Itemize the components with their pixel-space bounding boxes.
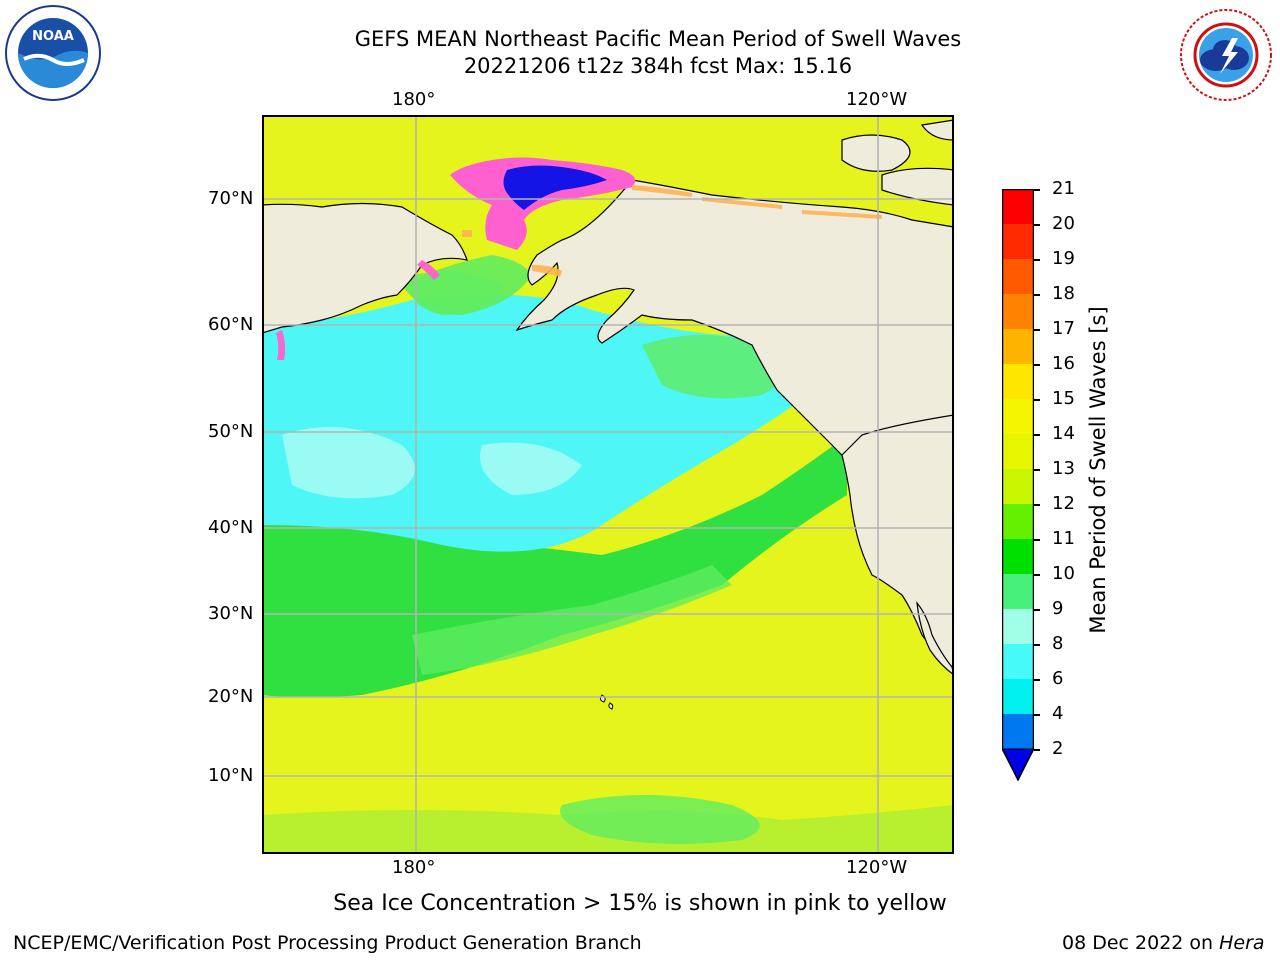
- colorbar: [1001, 188, 1035, 782]
- colorbar-tick-mark: [1034, 539, 1040, 541]
- map-frame: [262, 115, 954, 854]
- bottom-tick-120w: 120°W: [846, 857, 908, 878]
- colorbar-tick-label: 4: [1052, 703, 1064, 724]
- colorbar-segment: [1002, 574, 1034, 609]
- sea-ice-edge-east: [632, 185, 882, 219]
- colorbar-tick-label: 18: [1052, 283, 1075, 304]
- top-tick-120w: 120°W: [846, 89, 908, 110]
- noaa-logo: NOAA: [4, 4, 102, 102]
- footer-right: 08 Dec 2022 on Hera: [1062, 932, 1265, 954]
- ocean-green-belt: [262, 435, 847, 698]
- land-canada-islands: [841, 119, 954, 206]
- colorbar-svg: [1001, 188, 1035, 782]
- map-svg: [262, 115, 954, 854]
- colorbar-tick-mark: [1034, 364, 1040, 366]
- graticule: [262, 115, 954, 854]
- colorbar-tick-mark: [1034, 224, 1040, 226]
- colorbar-tick-mark: [1034, 574, 1040, 576]
- lat-tick-20n: 20°N: [208, 686, 254, 707]
- colorbar-tick-label: 21: [1052, 178, 1075, 199]
- colorbar-tick-label: 2: [1052, 738, 1064, 759]
- colorbar-segment: [1002, 399, 1034, 434]
- colorbar-tick-label: 8: [1052, 633, 1064, 654]
- lat-tick-70n: 70°N: [208, 188, 254, 209]
- lat-tick-60n: 60°N: [208, 314, 254, 335]
- colorbar-under-triangle: [1001, 748, 1035, 782]
- top-tick-180: 180°: [392, 89, 436, 110]
- colorbar-title: Mean Period of Swell Waves [s]: [1086, 306, 1110, 634]
- colorbar-tick-mark: [1034, 469, 1040, 471]
- colorbar-tick-label: 10: [1052, 563, 1075, 584]
- colorbar-tick-mark: [1034, 189, 1040, 191]
- colorbar-tick-label: 11: [1052, 528, 1075, 549]
- sea-ice-note: Sea Ice Concentration > 15% is shown in …: [333, 891, 947, 916]
- colorbar-tick-label: 9: [1052, 598, 1064, 619]
- colorbar-segment: [1002, 224, 1034, 259]
- footer-host: Hera: [1219, 932, 1265, 954]
- chart-title: GEFS MEAN Northeast Pacific Mean Period …: [354, 27, 962, 51]
- colorbar-segment: [1002, 189, 1034, 224]
- colorbar-segment: [1002, 329, 1034, 364]
- colorbar-segment: [1002, 609, 1034, 644]
- colorbar-segment: [1002, 259, 1034, 294]
- lat-tick-50n: 50°N: [208, 421, 254, 442]
- colorbar-segment: [1002, 434, 1034, 469]
- colorbar-segment: [1002, 504, 1034, 539]
- colorbar-tick-mark: [1034, 434, 1040, 436]
- colorbar-tick-mark: [1034, 679, 1040, 681]
- sea-ice-orange-bits: [462, 230, 562, 277]
- lat-tick-30n: 30°N: [208, 603, 254, 624]
- colorbar-tick-label: 6: [1052, 668, 1064, 689]
- bottom-tick-180: 180°: [392, 857, 436, 878]
- colorbar-tick-mark: [1034, 259, 1040, 261]
- colorbar-tick-mark: [1034, 294, 1040, 296]
- colorbar-tick-mark: [1034, 714, 1040, 716]
- map-panel: [262, 115, 954, 854]
- colorbar-segment: [1002, 364, 1034, 399]
- land-alaska: [515, 179, 954, 617]
- footer-date: 08 Dec 2022 on: [1062, 932, 1220, 954]
- colorbar-segment: [1002, 539, 1034, 574]
- colorbar-tick-mark: [1034, 644, 1040, 646]
- footer-left: NCEP/EMC/Verification Post Processing Pr…: [13, 932, 642, 954]
- colorbar-segment: [1002, 714, 1034, 749]
- ocean-green-patch-south: [560, 795, 760, 844]
- colorbar-segment: [1002, 294, 1034, 329]
- colorbar-segment: [1002, 469, 1034, 504]
- colorbar-tick-mark: [1034, 749, 1040, 751]
- colorbar-tick-label: 19: [1052, 248, 1075, 269]
- nws-logo: [1176, 8, 1276, 102]
- ocean-pale-cyan-patches: [282, 427, 582, 499]
- lat-tick-10n: 10°N: [208, 765, 254, 786]
- colorbar-tick-label: 16: [1052, 353, 1075, 374]
- colorbar-tick-label: 14: [1052, 423, 1075, 444]
- noaa-text: NOAA: [32, 29, 74, 44]
- land-west-coast-usa: [841, 414, 954, 676]
- colorbar-tick-label: 17: [1052, 318, 1075, 339]
- colorbar-frame: [1001, 188, 1035, 782]
- lat-tick-40n: 40°N: [208, 517, 254, 538]
- colorbar-tick-mark: [1034, 609, 1040, 611]
- colorbar-tick-label: 15: [1052, 388, 1075, 409]
- ocean-green-belt-light: [412, 565, 732, 675]
- colorbar-tick-mark: [1034, 329, 1040, 331]
- colorbar-tick-mark: [1034, 399, 1040, 401]
- colorbar-segment: [1002, 679, 1034, 714]
- colorbar-tick-label: 12: [1052, 493, 1075, 514]
- colorbar-tick-label: 20: [1052, 213, 1075, 234]
- chart-subtitle: 20221206 t12z 384h fcst Max: 15.16: [463, 54, 853, 78]
- colorbar-segment: [1002, 644, 1034, 679]
- colorbar-tick-mark: [1034, 504, 1040, 506]
- ocean-green-patches-north: [410, 271, 782, 399]
- bering-sea: [402, 255, 532, 315]
- colorbar-tick-label: 13: [1052, 458, 1075, 479]
